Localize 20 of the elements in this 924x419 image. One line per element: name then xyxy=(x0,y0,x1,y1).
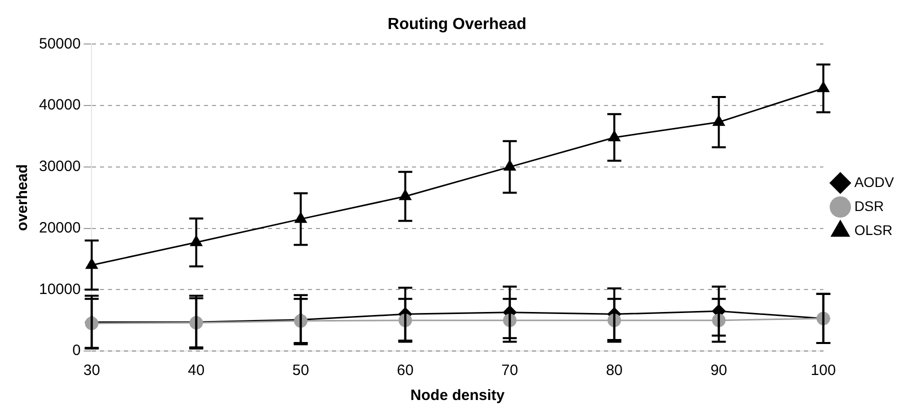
legend-label: AODV xyxy=(854,174,895,190)
x-axis-title: Node density xyxy=(410,387,506,404)
x-tick-label: 90 xyxy=(710,362,728,380)
legend-label: OLSR xyxy=(854,222,892,238)
x-tick-label: 50 xyxy=(292,362,310,380)
x-tick-label: 40 xyxy=(188,362,205,380)
x-tick-label: 80 xyxy=(606,362,623,380)
legend-label: DSR xyxy=(854,198,884,214)
y-tick-label: 20000 xyxy=(38,219,81,236)
chart-title: Routing Overhead xyxy=(388,16,526,34)
x-tick-label: 60 xyxy=(396,362,414,380)
y-axis-title: overhead xyxy=(14,164,32,231)
x-tick-label: 30 xyxy=(83,362,100,380)
y-tick-label: 10000 xyxy=(38,280,81,298)
y-tick-label: 0 xyxy=(72,342,81,360)
x-tick-label: 100 xyxy=(810,362,836,380)
y-tick-label: 50000 xyxy=(38,35,81,52)
y-tick-label: 40000 xyxy=(38,96,81,114)
y-tick-label: 30000 xyxy=(38,158,81,176)
x-tick-label: 70 xyxy=(501,362,518,380)
